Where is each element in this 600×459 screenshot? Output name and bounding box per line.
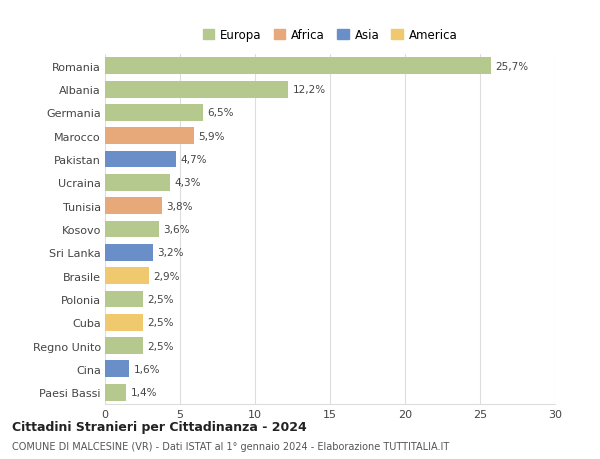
Text: 4,7%: 4,7%	[180, 155, 206, 165]
Bar	[105, 361, 129, 377]
Text: 1,6%: 1,6%	[133, 364, 160, 374]
Text: Cittadini Stranieri per Cittadinanza - 2024: Cittadini Stranieri per Cittadinanza - 2…	[12, 420, 307, 433]
Text: 12,2%: 12,2%	[293, 85, 326, 95]
Text: 2,9%: 2,9%	[153, 271, 179, 281]
Bar	[105, 82, 288, 98]
Text: 25,7%: 25,7%	[495, 62, 528, 72]
Bar	[105, 58, 491, 75]
Bar	[105, 291, 143, 308]
Bar	[105, 337, 143, 354]
Text: 1,4%: 1,4%	[131, 387, 157, 397]
Text: COMUNE DI MALCESINE (VR) - Dati ISTAT al 1° gennaio 2024 - Elaborazione TUTTITAL: COMUNE DI MALCESINE (VR) - Dati ISTAT al…	[12, 441, 449, 451]
Text: 4,3%: 4,3%	[174, 178, 200, 188]
Text: 5,9%: 5,9%	[198, 131, 224, 141]
Bar	[105, 221, 159, 238]
Bar	[105, 314, 143, 331]
Text: 6,5%: 6,5%	[207, 108, 233, 118]
Bar	[105, 198, 162, 215]
Text: 3,8%: 3,8%	[167, 201, 193, 211]
Text: 2,5%: 2,5%	[147, 341, 173, 351]
Bar	[105, 128, 193, 145]
Bar	[105, 244, 153, 261]
Text: 3,6%: 3,6%	[163, 224, 190, 235]
Bar	[105, 151, 176, 168]
Text: 2,5%: 2,5%	[147, 318, 173, 328]
Text: 3,2%: 3,2%	[157, 248, 184, 258]
Text: 2,5%: 2,5%	[147, 294, 173, 304]
Bar	[105, 105, 203, 122]
Bar	[105, 384, 126, 401]
Bar	[105, 268, 149, 285]
Bar	[105, 174, 170, 191]
Legend: Europa, Africa, Asia, America: Europa, Africa, Asia, America	[203, 29, 458, 42]
